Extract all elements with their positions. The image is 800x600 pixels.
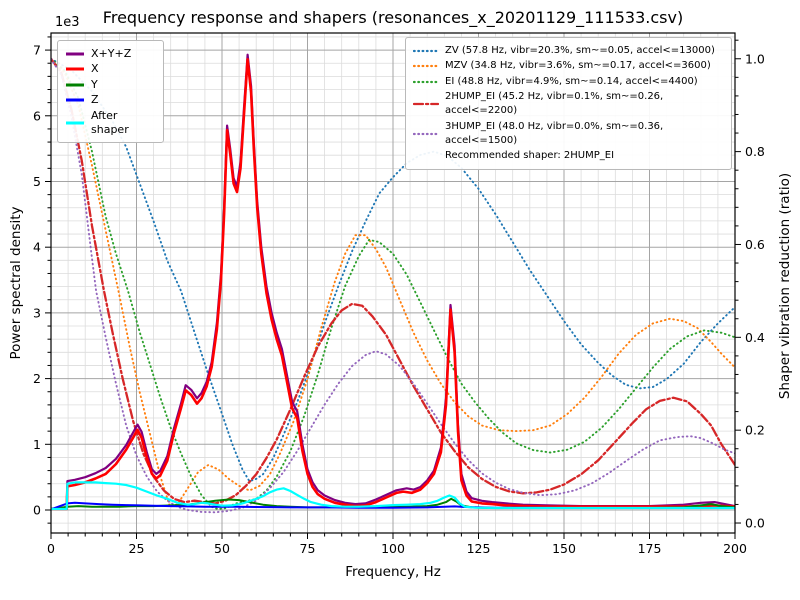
legend-label: 2HUMP_EI (45.2 Hz, vibr=0.1%, sm~=0.26, … bbox=[445, 91, 664, 116]
svg-text:3: 3 bbox=[33, 305, 41, 320]
svg-text:1.0: 1.0 bbox=[745, 51, 765, 66]
svg-text:0.2: 0.2 bbox=[745, 423, 765, 438]
legend-label: EI (48.8 Hz, vibr=4.9%, sm~=0.14, accel<… bbox=[445, 75, 698, 87]
legend-line-swatch bbox=[413, 64, 439, 68]
psd-legend: X+Y+Z X Y Z After shaper bbox=[57, 40, 164, 143]
legend-item-3hump-ei: 3HUMP_EI (48.0 Hz, vibr=0.0%, sm~=0.36, … bbox=[413, 120, 724, 148]
svg-text:4: 4 bbox=[33, 240, 41, 255]
grid-minor bbox=[51, 33, 735, 533]
series-zv bbox=[51, 57, 735, 483]
legend-item-zv: ZV (57.8 Hz, vibr=20.3%, sm~=0.05, accel… bbox=[413, 44, 724, 58]
svg-text:0: 0 bbox=[47, 541, 55, 556]
legend-line-swatch bbox=[66, 52, 84, 55]
legend-label: Y bbox=[91, 77, 98, 91]
svg-text:100: 100 bbox=[381, 541, 405, 556]
svg-text:75: 75 bbox=[300, 541, 316, 556]
legend-item-z: Z bbox=[65, 93, 156, 107]
legend-line-swatch bbox=[66, 67, 84, 71]
legend-label: X+Y+Z bbox=[91, 46, 132, 60]
y-right-axis-label: Shaper vibration reduction (ratio) bbox=[777, 172, 793, 400]
legend-label: ZV (57.8 Hz, vibr=20.3%, sm~=0.05, accel… bbox=[445, 44, 715, 56]
svg-text:125: 125 bbox=[467, 541, 491, 556]
legend-line-swatch bbox=[66, 83, 84, 86]
legend-line-swatch bbox=[413, 80, 439, 83]
svg-text:200: 200 bbox=[723, 541, 747, 556]
legend-label: 3HUMP_EI (48.0 Hz, vibr=0.0%, sm~=0.36, … bbox=[445, 120, 664, 146]
svg-text:25: 25 bbox=[129, 541, 145, 556]
legend-label: X bbox=[91, 62, 99, 75]
series-x bbox=[51, 58, 735, 511]
y-left-offset-text: 1e3 bbox=[55, 15, 80, 30]
series-after-shaper bbox=[51, 481, 735, 511]
tick-marks bbox=[45, 36, 741, 539]
svg-text:150: 150 bbox=[552, 541, 576, 556]
shaper-legend: ZV (57.8 Hz, vibr=20.3%, sm~=0.05, accel… bbox=[405, 37, 732, 170]
series-3hump-ei bbox=[51, 57, 735, 514]
series-group bbox=[51, 53, 735, 514]
svg-text:5: 5 bbox=[33, 174, 41, 189]
svg-text:0.6: 0.6 bbox=[745, 237, 765, 252]
x-axis-label: Frequency, Hz bbox=[345, 564, 441, 580]
legend-item-x: X bbox=[65, 62, 156, 76]
svg-text:0: 0 bbox=[33, 503, 41, 518]
legend-label: Recommended shaper: 2HUMP_EI bbox=[445, 150, 615, 161]
legend-label: After shaper bbox=[91, 108, 129, 136]
legend-item-mzv: MZV (34.8 Hz, vibr=3.6%, sm~=0.17, accel… bbox=[413, 59, 724, 73]
svg-text:1: 1 bbox=[33, 437, 41, 452]
series-mzv bbox=[51, 57, 735, 508]
series-ei bbox=[51, 57, 735, 511]
legend-item-2hump-ei: 2HUMP_EI (45.2 Hz, vibr=0.1%, sm~=0.26, … bbox=[413, 90, 724, 118]
legend-label: Z bbox=[91, 93, 99, 106]
legend-line-swatch bbox=[413, 132, 439, 135]
legend-line-swatch bbox=[413, 102, 439, 106]
svg-text:0.4: 0.4 bbox=[745, 330, 765, 345]
legend-line-swatch bbox=[66, 98, 84, 102]
legend-line-swatch bbox=[66, 121, 84, 124]
legend-item-ei: EI (48.8 Hz, vibr=4.9%, sm~=0.14, accel<… bbox=[413, 75, 724, 89]
legend-label: MZV (34.8 Hz, vibr=3.6%, sm~=0.17, accel… bbox=[445, 60, 711, 71]
svg-text:50: 50 bbox=[214, 541, 230, 556]
legend-line-swatch bbox=[413, 49, 439, 52]
legend-item-after-shaper: After shaper bbox=[65, 109, 156, 137]
legend-item-xyz: X+Y+Z bbox=[65, 47, 156, 61]
svg-text:2: 2 bbox=[33, 371, 41, 386]
series-x-y-z bbox=[51, 53, 735, 510]
svg-text:0.8: 0.8 bbox=[745, 144, 765, 159]
tick-labels: 0 25 50 75 100 125 150 175 200 0 1 2 3 4 5 6 7 0.0 0.2 0.4 0… bbox=[33, 43, 765, 556]
legend-item-recommended: Recommended shaper: 2HUMP_EI bbox=[413, 149, 724, 163]
svg-text:175: 175 bbox=[638, 541, 662, 556]
svg-text:6: 6 bbox=[33, 108, 41, 123]
chart-title: Frequency response and shapers (resonanc… bbox=[102, 8, 684, 27]
svg-text:7: 7 bbox=[33, 43, 41, 58]
svg-text:0.0: 0.0 bbox=[745, 516, 765, 531]
y-left-axis-label: Power spectral density bbox=[8, 206, 24, 360]
legend-item-y: Y bbox=[65, 78, 156, 92]
